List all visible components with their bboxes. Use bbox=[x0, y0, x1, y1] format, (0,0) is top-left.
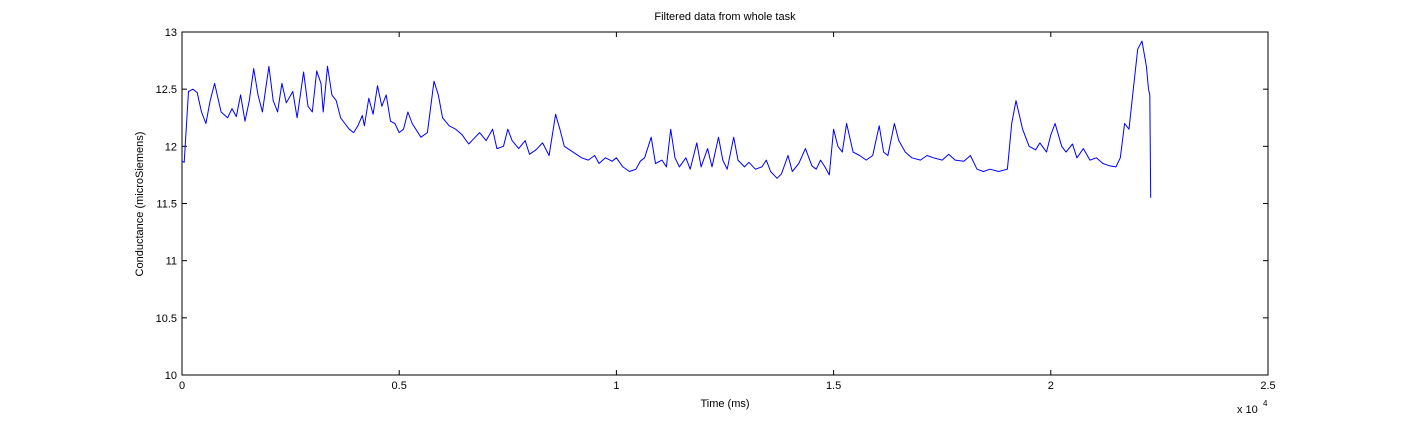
y-tick-label: 11 bbox=[166, 256, 177, 268]
x-axis-exponent-power: 4 bbox=[1263, 399, 1268, 408]
y-tick-label: 12 bbox=[165, 141, 177, 153]
x-tick-label: 1 bbox=[613, 380, 619, 392]
plot-area bbox=[181, 31, 1269, 376]
chart-title: Filtered data from whole task bbox=[654, 11, 796, 23]
y-axis-label: Conductance (microSiemens) bbox=[134, 132, 146, 277]
y-tick-label: 13 bbox=[165, 27, 177, 39]
y-tick-label: 12.5 bbox=[156, 84, 177, 96]
x-axis: 0 0.5 1 1.5 2 2.5 bbox=[179, 32, 1276, 392]
y-axis: 10 10.5 11 11.5 12 12.5 13 bbox=[156, 27, 1268, 382]
series-layer bbox=[181, 40, 1152, 198]
y-tick-label: 11.5 bbox=[156, 199, 177, 211]
x-tick-label: 0.5 bbox=[392, 380, 407, 392]
y-tick-label: 10.5 bbox=[156, 313, 177, 325]
x-axis-label: Time (ms) bbox=[700, 398, 749, 410]
x-tick-label: 1.5 bbox=[826, 380, 841, 392]
x-axis-exponent-label: x 10 bbox=[1237, 404, 1258, 416]
x-tick-label: 2 bbox=[1048, 380, 1054, 392]
x-tick-label: 2.5 bbox=[1260, 380, 1275, 392]
series-line bbox=[181, 40, 1152, 198]
x-tick-label: 0 bbox=[179, 380, 185, 392]
y-tick-label: 10 bbox=[165, 370, 177, 382]
